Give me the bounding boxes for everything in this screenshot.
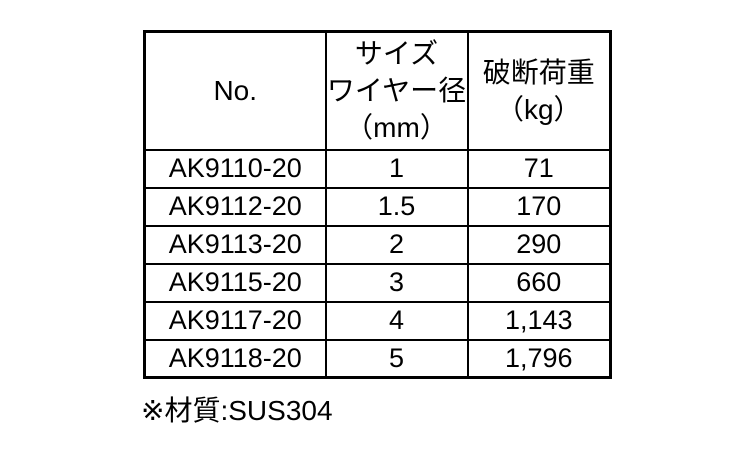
table-row: AK9117-20 4 1,143 <box>143 300 612 341</box>
table-row: AK9118-20 5 1,796 <box>143 338 612 379</box>
col-header-breaking-load-line: 破断荷重 <box>482 56 595 88</box>
col-header-size-wire-diameter: サイズ ワイヤー径 （mm） <box>324 30 469 151</box>
cell-wire-diameter: 4 <box>324 300 469 341</box>
cell-breaking-load: 71 <box>466 148 612 189</box>
cell-no: AK9115-20 <box>143 262 327 303</box>
col-header-mm-unit-line: （mm） <box>345 112 448 144</box>
table-row: AK9112-20 1.5 170 <box>143 186 612 227</box>
cell-breaking-load: 170 <box>466 186 612 227</box>
cell-wire-diameter: 2 <box>324 224 469 265</box>
cell-breaking-load: 1,143 <box>466 300 612 341</box>
col-header-kg-unit-line: （kg） <box>495 93 582 125</box>
cell-no: AK9118-20 <box>143 338 327 379</box>
cell-breaking-load: 290 <box>466 224 612 265</box>
cell-wire-diameter: 3 <box>324 262 469 303</box>
col-header-no-label: No. <box>213 75 258 107</box>
col-header-size-line: サイズ <box>354 38 439 70</box>
cell-no: AK9113-20 <box>143 224 327 265</box>
col-header-breaking-load: 破断荷重 （kg） <box>466 30 612 151</box>
cell-breaking-load: 1,796 <box>466 338 612 379</box>
cell-breaking-load: 660 <box>466 262 612 303</box>
table-row: AK9110-20 1 71 <box>143 148 612 189</box>
table-row: AK9113-20 2 290 <box>143 224 612 265</box>
header-row: No. サイズ ワイヤー径 （mm） 破断荷重 （kg） <box>143 30 612 151</box>
cell-wire-diameter: 1 <box>324 148 469 189</box>
cell-no: AK9110-20 <box>143 148 327 189</box>
cell-no: AK9117-20 <box>143 300 327 341</box>
cell-no: AK9112-20 <box>143 186 327 227</box>
col-header-no: No. <box>143 30 327 151</box>
col-header-wire-diameter-line: ワイヤー径 <box>326 75 467 107</box>
material-note: ※材質:SUS304 <box>141 395 333 426</box>
cell-wire-diameter: 1.5 <box>324 186 469 227</box>
table-row: AK9115-20 3 660 <box>143 262 612 303</box>
spec-table: No. サイズ ワイヤー径 （mm） 破断荷重 （kg） AK9110-20 1… <box>143 30 612 379</box>
cell-wire-diameter: 5 <box>324 338 469 379</box>
